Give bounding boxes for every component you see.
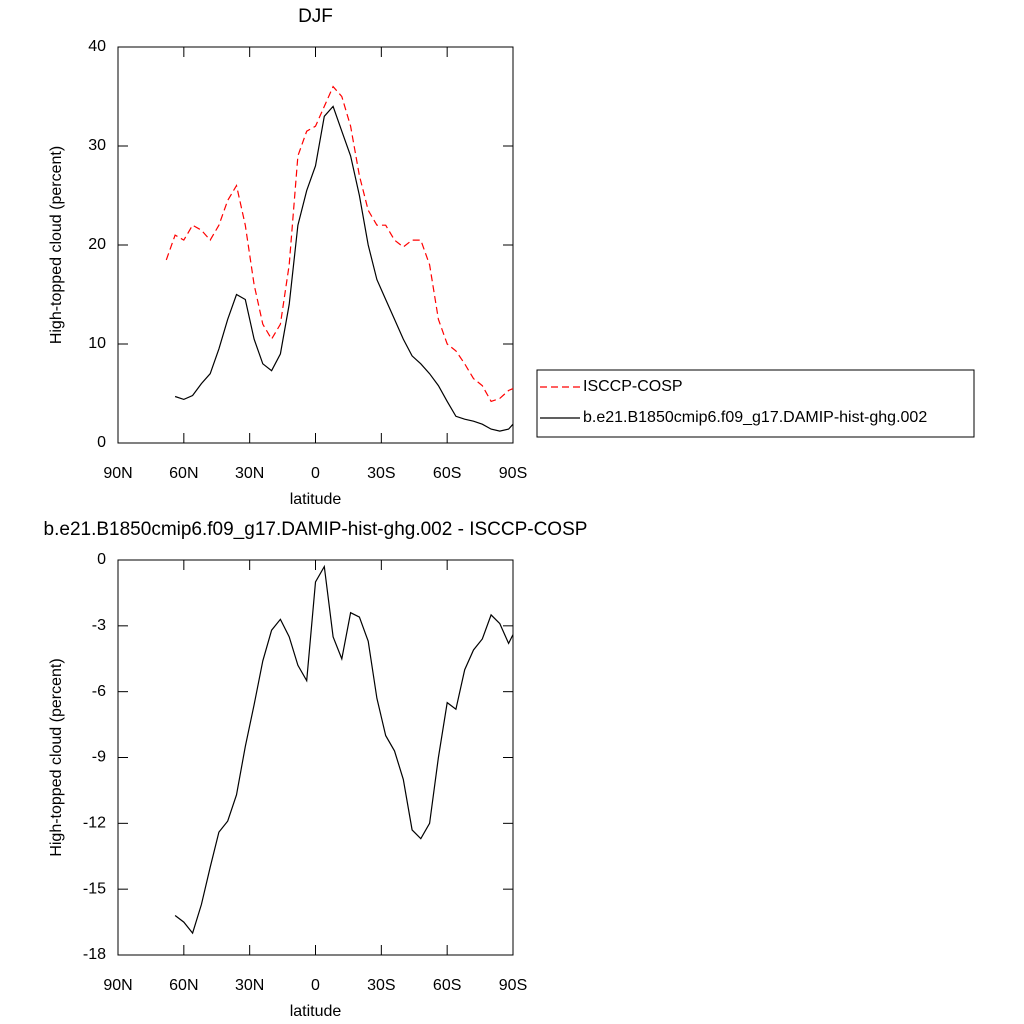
y-tick-label: 0: [97, 551, 106, 568]
y-tick-label: -9: [92, 749, 106, 766]
data-line: [165, 85, 514, 403]
x-tick-label: 60N: [169, 465, 198, 482]
y-tick-label: 40: [88, 38, 106, 55]
y-tick-label: 30: [88, 137, 106, 154]
x-tick-label: 60N: [169, 977, 198, 994]
y-axis-label: High-topped cloud (percent): [48, 658, 65, 856]
data-line: [174, 564, 514, 935]
y-tick-label: 20: [88, 236, 106, 253]
x-tick-label: 60S: [433, 977, 461, 994]
x-tick-label: 60S: [433, 465, 461, 482]
legend-box: [536, 369, 975, 438]
y-tick-label: -12: [83, 815, 106, 832]
y-tick-label: -18: [83, 946, 106, 963]
x-tick-label: 30S: [367, 977, 395, 994]
legend-label: ISCCP-COSP: [583, 378, 683, 395]
x-tick-label: 0: [311, 977, 320, 994]
x-tick-label: 90S: [499, 465, 527, 482]
x-tick-label: 90S: [499, 977, 527, 994]
x-tick-label: 0: [311, 465, 320, 482]
x-axis-label: latitude: [290, 491, 342, 508]
plot-frame: [117, 46, 514, 444]
chart-title: DJF: [298, 6, 333, 27]
y-tick-label: -15: [83, 880, 106, 897]
y-tick-label: -3: [92, 617, 106, 634]
x-tick-label: 90N: [103, 465, 132, 482]
chart-title: b.e21.B1850cmip6.f09_g17.DAMIP-hist-ghg.…: [44, 519, 588, 540]
x-tick-label: 30S: [367, 465, 395, 482]
y-tick-label: 0: [97, 434, 106, 451]
data-line: [174, 105, 514, 432]
x-tick-label: 30N: [235, 465, 264, 482]
x-tick-label: 30N: [235, 977, 264, 994]
x-tick-label: 90N: [103, 977, 132, 994]
y-tick-label: 10: [88, 335, 106, 352]
plot-frame: [117, 559, 514, 956]
y-tick-label: -6: [92, 683, 106, 700]
legend-label: b.e21.B1850cmip6.f09_g17.DAMIP-hist-ghg.…: [583, 409, 927, 426]
x-axis-label: latitude: [290, 1003, 342, 1020]
y-axis-label: High-topped cloud (percent): [48, 146, 65, 344]
